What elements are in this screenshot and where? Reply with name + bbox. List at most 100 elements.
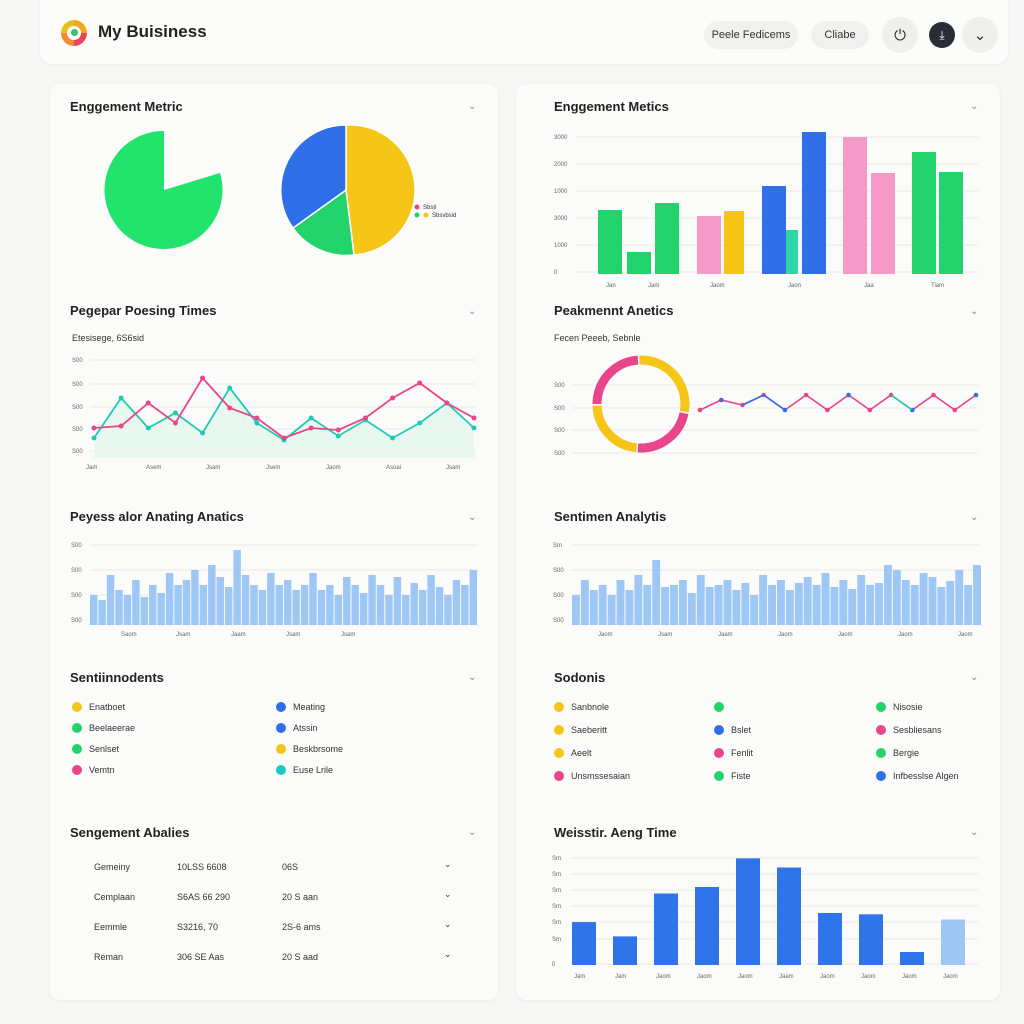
legend-label: Sesbliesans (893, 725, 942, 735)
legend-item: Beelaeerae (72, 723, 135, 733)
bar (695, 887, 719, 965)
data-point (718, 397, 724, 403)
bar (343, 577, 351, 625)
bar (697, 216, 721, 274)
bar (292, 590, 300, 625)
chevron-down-icon[interactable]: ⌄ (468, 827, 477, 838)
bar (741, 583, 750, 625)
data-point (172, 420, 178, 426)
chevron-down-icon[interactable]: ⌄ (444, 919, 452, 929)
chevron-down-icon[interactable]: ⌄ (444, 859, 452, 869)
bar (964, 585, 973, 625)
engagement-bar-chart: 3000 2000 1000 3000 1000 0 Jan Jam Jaom Jaon Jaa Ti… (554, 132, 978, 289)
pie-slice-yellow (345, 124, 416, 256)
data-point (200, 375, 206, 381)
chevron-down-icon[interactable]: ⌄ (970, 306, 979, 317)
bar (216, 577, 224, 625)
bar (821, 573, 830, 625)
table-row[interactable]: Eemmle S3216, 70 2S-6 ams ⌄ (92, 918, 462, 938)
legend-label: Unsmssesaian (571, 771, 631, 781)
tick-label: S00 (72, 405, 83, 411)
bar (241, 575, 250, 625)
table-cell: S6AS 66 290 (177, 892, 231, 902)
donut-arc (637, 412, 689, 453)
tick-label: Jaom (898, 632, 913, 638)
bar (376, 585, 385, 625)
bar (866, 585, 875, 625)
download-icon[interactable]: ⤓ (929, 22, 955, 48)
chevron-down-icon[interactable]: ⌄ (970, 672, 979, 683)
bar (309, 573, 317, 625)
bar (418, 590, 427, 625)
legend-label: Euse Lrile (293, 765, 334, 775)
tick-label: Jsam (341, 632, 355, 638)
legend-item: Infbesslse Algen (876, 771, 959, 781)
tick-label: S00 (554, 428, 565, 434)
chevron-down-icon[interactable]: ⌄ (468, 306, 477, 317)
table-row[interactable]: Reman 306 SE Aas 20 S aad ⌄ (92, 948, 462, 968)
tick-label: Jaam (779, 974, 794, 980)
data-point (390, 435, 396, 441)
tick-label: Jaon (788, 283, 801, 289)
legend-label: Nisosie (893, 702, 923, 712)
legend-dot (72, 723, 82, 733)
bar (191, 570, 199, 625)
data-point (417, 420, 423, 426)
bar (955, 570, 964, 625)
tick-label: Jaom (656, 974, 671, 980)
tick-label: Jaom (326, 465, 341, 471)
legend-item: Fiste (714, 771, 751, 781)
header-button-2[interactable]: Cliabe (811, 21, 869, 49)
bar (652, 560, 661, 625)
chevron-down-icon[interactable]: ⌄ (962, 17, 998, 53)
legend-dot (276, 765, 286, 775)
tick-label: Jaom (958, 632, 973, 638)
section-title: Enggement Metric (70, 99, 183, 114)
tick-label: Jaam (718, 632, 733, 638)
legend-item: Aeelt (554, 748, 592, 758)
bar (351, 585, 359, 625)
section-title: Enggement Metics (554, 99, 669, 114)
tick-label: Jsam (446, 465, 460, 471)
legend-dot (714, 748, 724, 758)
bar (901, 580, 910, 625)
legend-item: Euse Lrile (276, 765, 333, 775)
table-row[interactable]: Cemplaan S6AS 66 290 20 S aan ⌄ (92, 888, 462, 908)
bar (267, 573, 275, 625)
bar (696, 575, 705, 625)
bar (90, 595, 98, 625)
data-point (952, 407, 958, 413)
legend-item: Bergie (876, 748, 919, 758)
data-point (444, 400, 450, 406)
chevron-down-icon[interactable]: ⌄ (468, 672, 477, 683)
chevron-down-icon[interactable]: ⌄ (444, 949, 452, 959)
legend-label: Saeberitt (571, 725, 608, 735)
plug-icon[interactable]: ⏻ (882, 17, 918, 53)
bar (199, 585, 208, 625)
chevron-down-icon[interactable]: ⌄ (468, 101, 477, 112)
table-row[interactable]: Gemeiny 10LSS 6608 06S ⌄ (92, 858, 462, 878)
bar (334, 595, 343, 625)
legend-label: Aeelt (571, 748, 592, 758)
header-button-1[interactable]: Peele Fedicems (704, 21, 798, 49)
data-point (931, 392, 936, 398)
legend-label: Enatboet (89, 702, 126, 712)
legend-dot (554, 702, 564, 712)
legend-dot (714, 725, 724, 735)
chevron-down-icon[interactable]: ⌄ (970, 827, 979, 838)
tick-label: S00 (553, 593, 564, 599)
chevron-down-icon[interactable]: ⌄ (468, 512, 477, 523)
bar (598, 210, 622, 274)
chevron-down-icon[interactable]: ⌄ (444, 889, 452, 899)
chevron-down-icon[interactable]: ⌄ (970, 512, 979, 523)
pie-slice-blue (280, 124, 347, 230)
time-bar-chart: Sm Sm Sm Sm Sm Sm 0 Jam Jam Jaom Jaom Jaom Jaam Jaom J… (552, 856, 978, 980)
bar (883, 565, 892, 625)
chevron-down-icon[interactable]: ⌄ (970, 101, 979, 112)
section-title: Sentiinnodents (70, 670, 164, 685)
legend-item: Beskbrsome (276, 744, 343, 754)
logo (61, 20, 87, 46)
tick-label: Jam (615, 974, 626, 980)
bar (939, 172, 963, 274)
legend-dot (876, 725, 886, 735)
